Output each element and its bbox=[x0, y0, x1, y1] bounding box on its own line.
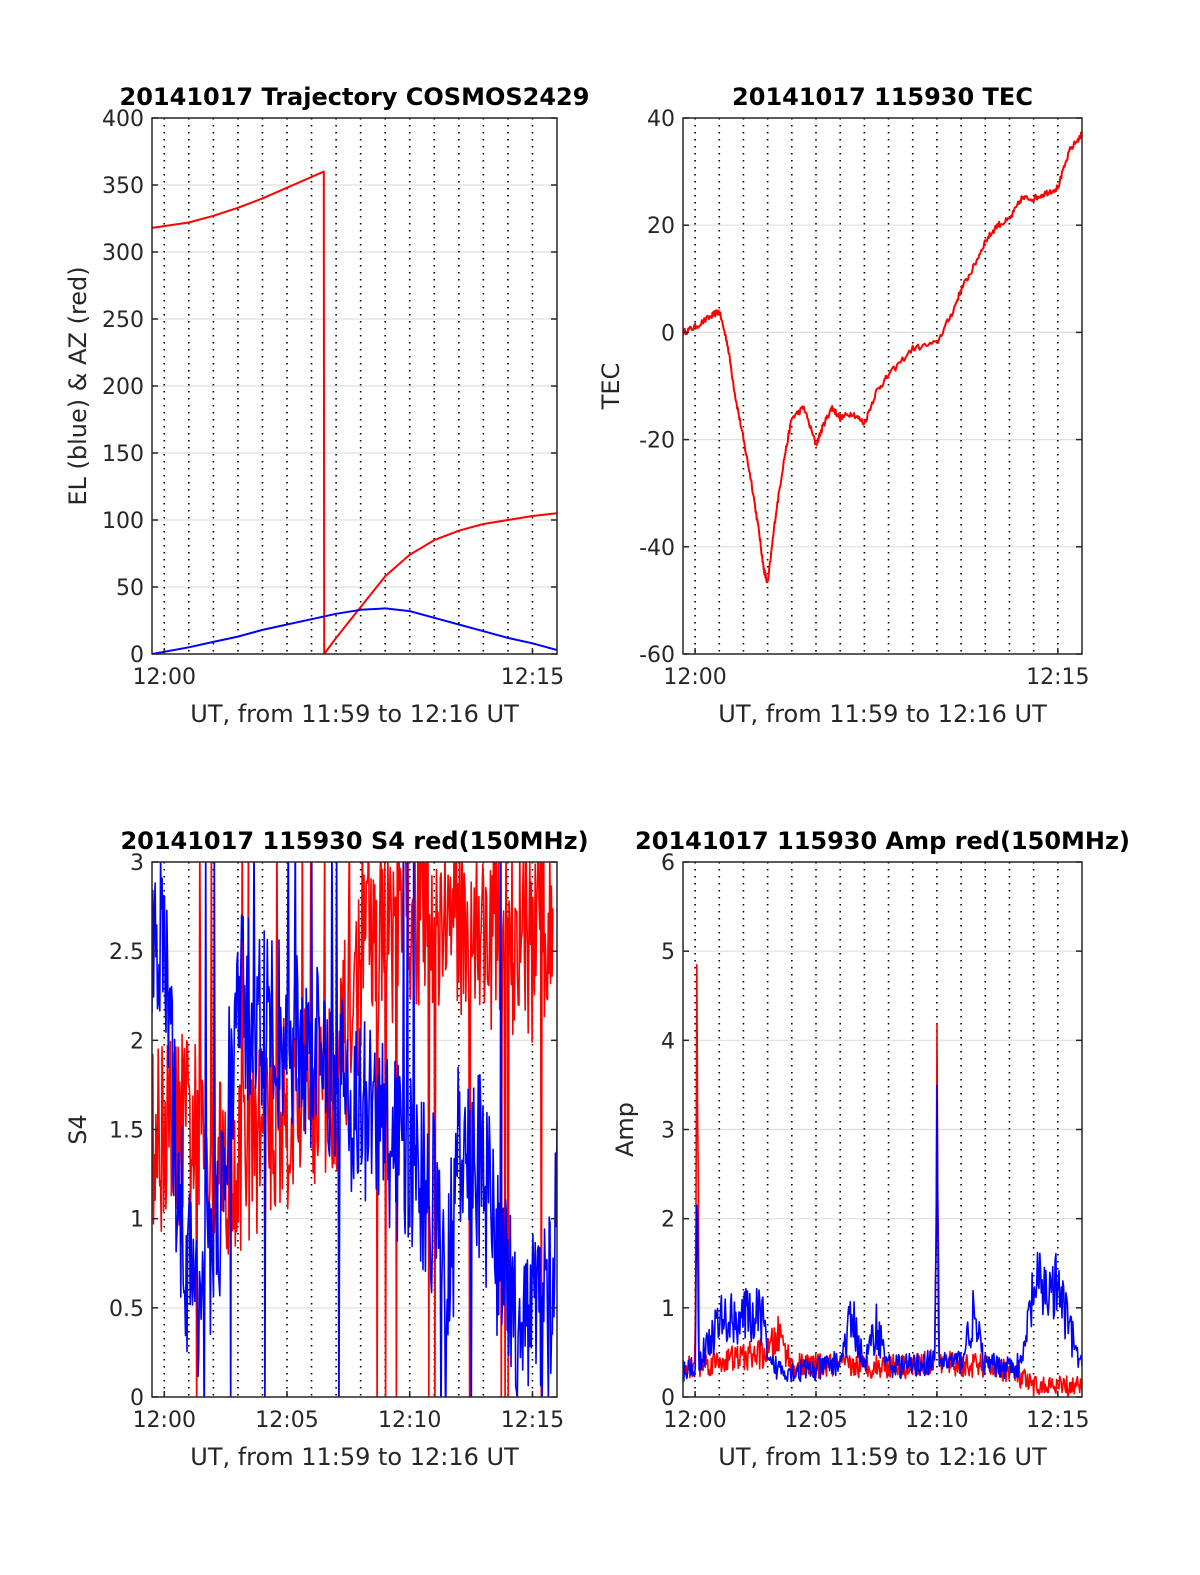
x-tick-label: 12:15 bbox=[1026, 1408, 1089, 1433]
y-tick-label: 350 bbox=[102, 174, 144, 199]
chart-title: 20141017 115930 TEC bbox=[732, 83, 1033, 111]
axes-frame bbox=[682, 117, 1083, 655]
x-tick-label: 12:00 bbox=[133, 665, 196, 690]
y-tick-label: 40 bbox=[647, 107, 675, 132]
y-tick-label: 0 bbox=[130, 1386, 144, 1411]
panel-amp: 0 1 2 3 4 5 6 12:00 12:05 12:10 12:15 20141017 1159… bbox=[611, 827, 1130, 1471]
y-tick-label: 6 bbox=[661, 851, 675, 876]
y-tick-label: 0 bbox=[661, 1386, 675, 1411]
x-axis-label: UT, from 11:59 to 12:16 UT bbox=[190, 700, 519, 728]
y-tick-label: 5 bbox=[661, 940, 675, 965]
y-tick-label: 100 bbox=[102, 509, 144, 534]
x-tick-label: 12:05 bbox=[255, 1408, 318, 1433]
series-red bbox=[683, 131, 1082, 584]
y-tick-label: 3 bbox=[661, 1119, 675, 1144]
panel-s4: 0 0.5 1 1.5 2 2.5 3 12:00 12:05 12:10 12:15 2014101… bbox=[64, 827, 589, 1471]
y-axis-label: EL (blue) & AZ (red) bbox=[64, 266, 92, 505]
y-tick-label: 0 bbox=[661, 321, 675, 346]
series-blue bbox=[683, 1084, 1082, 1383]
y-tick-label: 400 bbox=[102, 107, 144, 132]
y-tick-label: -60 bbox=[639, 643, 675, 668]
y-tick-label: 4 bbox=[661, 1029, 675, 1054]
y-axis-label: TEC bbox=[597, 363, 625, 411]
x-tick-label: 12:10 bbox=[905, 1408, 968, 1433]
chart-title: 20141017 115930 S4 red(150MHz) bbox=[120, 827, 588, 855]
plot-area bbox=[683, 963, 1082, 1397]
x-tick-label: 12:15 bbox=[501, 1408, 564, 1433]
series-red bbox=[683, 963, 1082, 1397]
y-tick-label: 1.5 bbox=[109, 1119, 144, 1144]
x-tick-label: 12:10 bbox=[378, 1408, 441, 1433]
panel-trajectory: 0 50 100 150 200 250 300 350 400 12:00 12:15 201410… bbox=[64, 83, 589, 728]
y-tick-label: 1 bbox=[661, 1297, 675, 1322]
y-tick-label: 200 bbox=[102, 375, 144, 400]
y-tick-label: 0.5 bbox=[109, 1297, 144, 1322]
x-axis-label: UT, from 11:59 to 12:16 UT bbox=[718, 1443, 1047, 1471]
y-tick-label: 0 bbox=[130, 643, 144, 668]
plot-area bbox=[152, 170, 557, 654]
x-tick-label: 12:00 bbox=[663, 665, 726, 690]
x-tick-label: 12:00 bbox=[663, 1408, 726, 1433]
series-red bbox=[152, 170, 557, 654]
x-tick-label: 12:05 bbox=[784, 1408, 847, 1433]
x-axis-label: UT, from 11:59 to 12:16 UT bbox=[718, 700, 1047, 728]
y-tick-label: -40 bbox=[639, 536, 675, 561]
chart-title: 20141017 115930 Amp red(150MHz) bbox=[635, 827, 1130, 855]
y-tick-label: 3 bbox=[130, 851, 144, 876]
series-red bbox=[152, 862, 554, 1397]
y-tick-label: 150 bbox=[102, 442, 144, 467]
y-tick-label: 1 bbox=[130, 1208, 144, 1233]
x-tick-label: 12:15 bbox=[501, 665, 564, 690]
series-blue bbox=[152, 862, 557, 1397]
y-tick-label: 300 bbox=[102, 241, 144, 266]
y-axis-label: S4 bbox=[64, 1114, 92, 1145]
y-tick-label: 2 bbox=[661, 1208, 675, 1233]
y-tick-label: 250 bbox=[102, 308, 144, 333]
y-axis-label: Amp bbox=[611, 1102, 639, 1157]
chart-title: 20141017 Trajectory COSMOS2429 bbox=[120, 83, 590, 111]
x-axis-label: UT, from 11:59 to 12:16 UT bbox=[190, 1443, 519, 1471]
y-tick-label: 20 bbox=[647, 214, 675, 239]
y-tick-label: 2.5 bbox=[109, 940, 144, 965]
x-tick-label: 12:00 bbox=[133, 1408, 196, 1433]
y-tick-label: 2 bbox=[130, 1029, 144, 1054]
plot-area bbox=[683, 131, 1082, 584]
series-blue bbox=[152, 607, 557, 654]
panel-tec: -60 -40 -20 0 20 40 12:00 12:15 20141017 115930 … bbox=[597, 83, 1090, 728]
y-tick-label: -20 bbox=[639, 429, 675, 454]
plot-area bbox=[152, 862, 557, 1397]
y-tick-label: 50 bbox=[116, 576, 144, 601]
x-tick-label: 12:15 bbox=[1026, 665, 1089, 690]
